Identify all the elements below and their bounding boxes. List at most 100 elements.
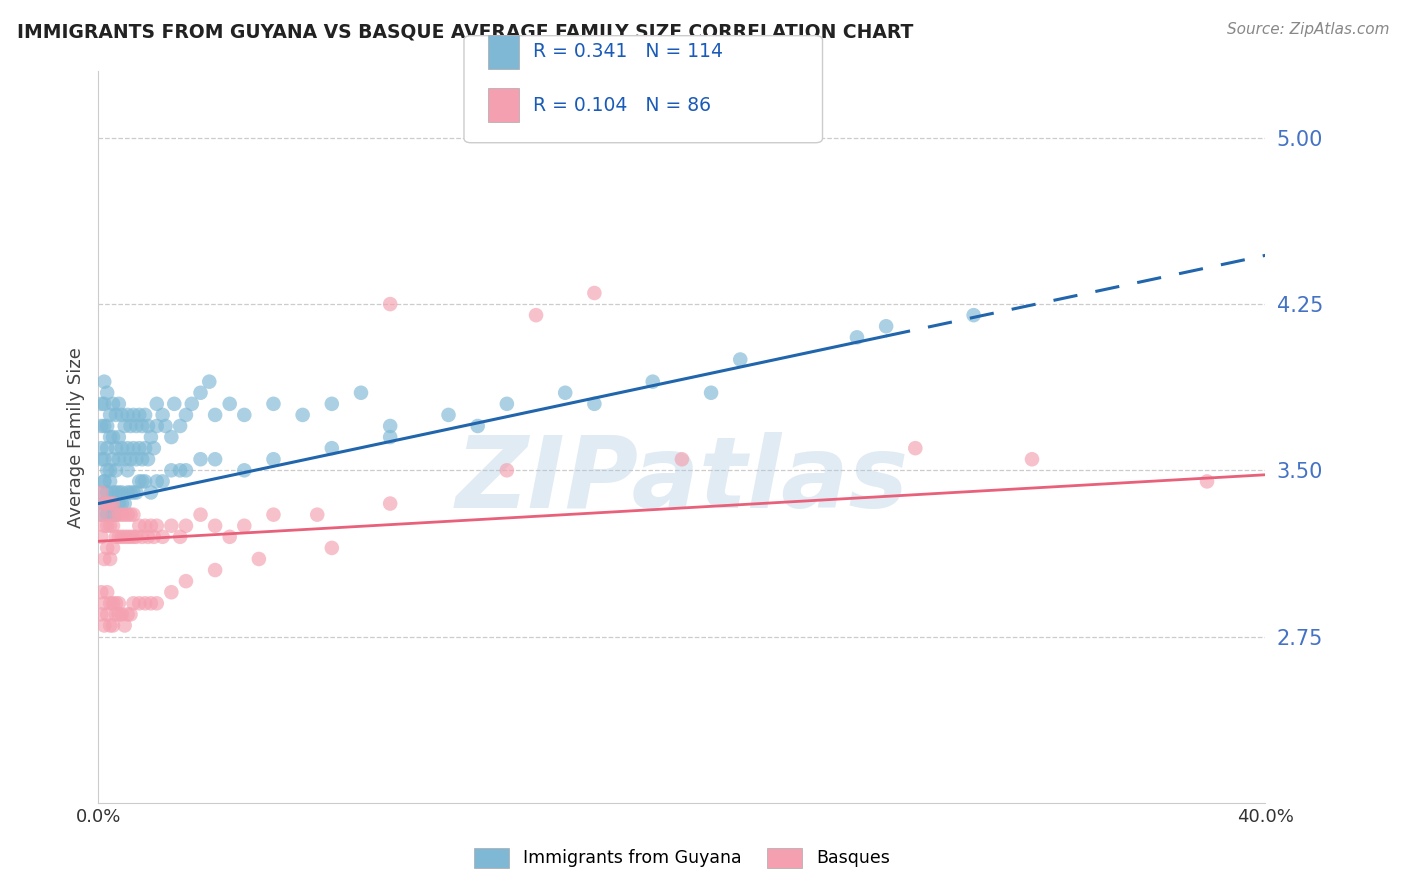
Point	[204, 408, 226, 422]
Point	[117, 408, 139, 422]
Point	[174, 408, 197, 422]
Point	[380, 497, 402, 511]
Point	[98, 497, 121, 511]
Point	[134, 475, 156, 489]
Point	[554, 385, 576, 400]
Point	[104, 596, 127, 610]
Point	[846, 330, 869, 344]
Point	[467, 419, 489, 434]
Point	[380, 297, 402, 311]
Point	[96, 463, 118, 477]
Point	[146, 419, 169, 434]
Point	[142, 441, 165, 455]
Point	[204, 518, 226, 533]
Point	[111, 497, 134, 511]
Point	[120, 607, 142, 622]
Point	[122, 485, 145, 500]
Point	[98, 463, 121, 477]
Point	[90, 585, 112, 599]
Point	[146, 518, 169, 533]
Point	[101, 430, 124, 444]
Point	[152, 530, 174, 544]
Point	[583, 397, 606, 411]
Point	[122, 530, 145, 544]
Point	[671, 452, 693, 467]
Point	[146, 596, 169, 610]
Point	[136, 452, 159, 467]
Point	[125, 485, 148, 500]
Point	[114, 497, 136, 511]
Point	[125, 419, 148, 434]
Point	[101, 541, 124, 555]
Point	[128, 596, 150, 610]
Point	[111, 441, 134, 455]
Point	[291, 408, 314, 422]
Point	[114, 508, 136, 522]
Point	[131, 419, 153, 434]
Point	[98, 618, 121, 632]
Point	[108, 397, 131, 411]
Point	[134, 596, 156, 610]
Point	[90, 607, 112, 622]
Point	[163, 397, 186, 411]
Point	[108, 430, 131, 444]
Point	[98, 430, 121, 444]
Point	[190, 452, 212, 467]
Point	[380, 430, 402, 444]
Point	[98, 408, 121, 422]
Point	[125, 452, 148, 467]
Point	[104, 607, 127, 622]
Point	[101, 452, 124, 467]
Point	[120, 508, 142, 522]
Point	[160, 463, 183, 477]
Point	[120, 419, 142, 434]
Point	[104, 508, 127, 522]
Point	[169, 419, 191, 434]
Point	[128, 518, 150, 533]
Point	[730, 352, 752, 367]
Point	[134, 518, 156, 533]
Point	[198, 375, 221, 389]
Point	[247, 552, 270, 566]
Point	[120, 452, 142, 467]
Point	[190, 508, 212, 522]
Point	[496, 397, 519, 411]
Point	[139, 596, 162, 610]
Point	[90, 397, 112, 411]
Point	[90, 508, 112, 522]
Point	[93, 397, 115, 411]
Point	[114, 530, 136, 544]
Point	[524, 308, 547, 322]
Point	[139, 430, 162, 444]
Point	[380, 419, 402, 434]
Point	[122, 596, 145, 610]
Point	[96, 419, 118, 434]
Point	[117, 607, 139, 622]
Point	[96, 485, 118, 500]
Point	[108, 530, 131, 544]
Point	[96, 441, 118, 455]
Point	[93, 452, 115, 467]
Point	[700, 385, 723, 400]
Point	[134, 441, 156, 455]
Point	[233, 518, 256, 533]
Point	[122, 408, 145, 422]
Point	[90, 508, 112, 522]
Point	[122, 441, 145, 455]
Point	[98, 596, 121, 610]
Point	[190, 385, 212, 400]
Point	[131, 475, 153, 489]
Point	[136, 419, 159, 434]
Point	[1021, 452, 1043, 467]
Point	[93, 475, 115, 489]
Point	[128, 475, 150, 489]
Text: IMMIGRANTS FROM GUYANA VS BASQUE AVERAGE FAMILY SIZE CORRELATION CHART: IMMIGRANTS FROM GUYANA VS BASQUE AVERAGE…	[17, 22, 914, 41]
Point	[96, 585, 118, 599]
Point	[218, 530, 240, 544]
Point	[136, 530, 159, 544]
Point	[218, 397, 240, 411]
Point	[174, 574, 197, 589]
Point	[146, 397, 169, 411]
Point	[90, 452, 112, 467]
Point	[169, 530, 191, 544]
